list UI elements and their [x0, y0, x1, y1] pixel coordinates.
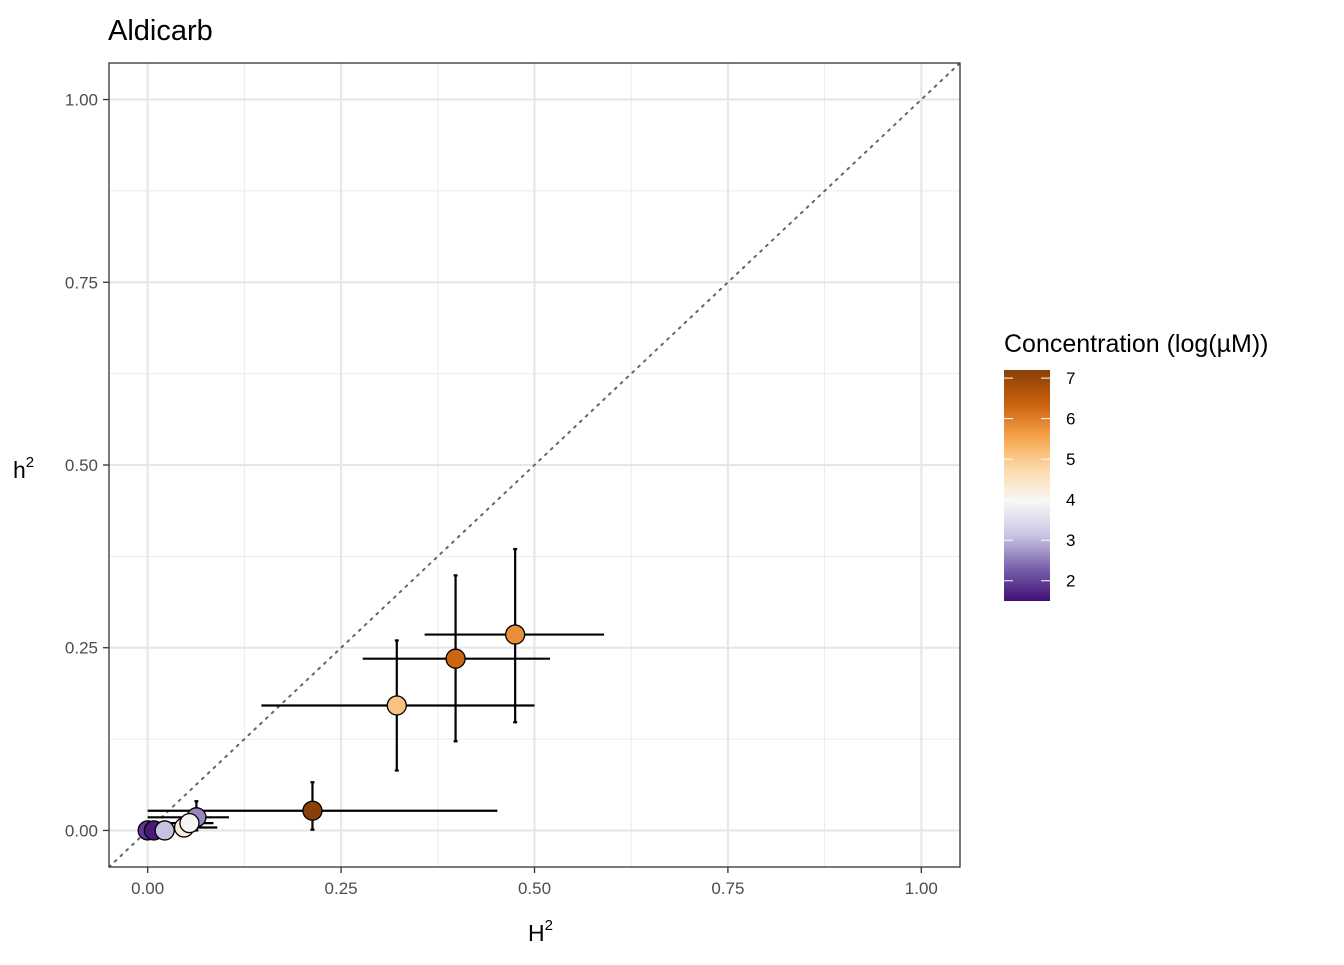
- identity-reference-line: [109, 63, 960, 867]
- y-tick-label: 0.00: [65, 821, 98, 840]
- data-point: [302, 800, 323, 821]
- y-axis-ticks: 0.00 0.25 0.50 0.75 1.00: [65, 91, 109, 840]
- reference-line-layer: [109, 63, 960, 867]
- y-tick-label: 0.25: [65, 639, 98, 658]
- x-tick-label: 0.50: [518, 879, 551, 898]
- x-tick-label: 1.00: [905, 879, 938, 898]
- legend-tick-label: 7: [1066, 369, 1075, 388]
- y-tick-label: 0.75: [65, 273, 98, 292]
- legend-tick-label: 3: [1066, 531, 1075, 550]
- chart-title: Aldicarb: [108, 15, 213, 47]
- legend: Concentration (log(µM)) 2 3 4 5 6 7: [1004, 330, 1269, 601]
- x-axis-title-base: H: [528, 920, 545, 946]
- x-tick-label: 0.00: [131, 879, 164, 898]
- x-axis-ticks: 0.00 0.25 0.50 0.75 1.00: [131, 867, 938, 898]
- legend-tick-label: 6: [1066, 410, 1075, 429]
- y-axis-title-base: h: [13, 457, 26, 483]
- data-point: [386, 695, 407, 716]
- y-axis-title-sup: 2: [26, 454, 34, 471]
- x-axis-title: H2: [528, 917, 553, 946]
- legend-tick-label: 2: [1066, 572, 1075, 591]
- data-point: [505, 624, 526, 645]
- legend-ticks: 2 3 4 5 6 7: [1004, 369, 1075, 591]
- legend-title: Concentration (log(µM)): [1004, 330, 1269, 358]
- data-point: [445, 648, 466, 669]
- x-tick-label: 0.25: [325, 879, 358, 898]
- data-point: [154, 820, 175, 841]
- y-tick-label: 1.00: [65, 91, 98, 110]
- legend-tick-label: 4: [1066, 491, 1075, 510]
- data-point: [179, 812, 200, 834]
- y-axis-title: h2: [13, 454, 34, 483]
- legend-colorbar: [1004, 370, 1050, 601]
- x-axis-title-sup: 2: [545, 917, 553, 934]
- x-tick-label: 0.75: [711, 879, 744, 898]
- legend-tick-label: 5: [1066, 450, 1075, 469]
- point-layer: [137, 624, 526, 841]
- y-tick-label: 0.50: [65, 456, 98, 475]
